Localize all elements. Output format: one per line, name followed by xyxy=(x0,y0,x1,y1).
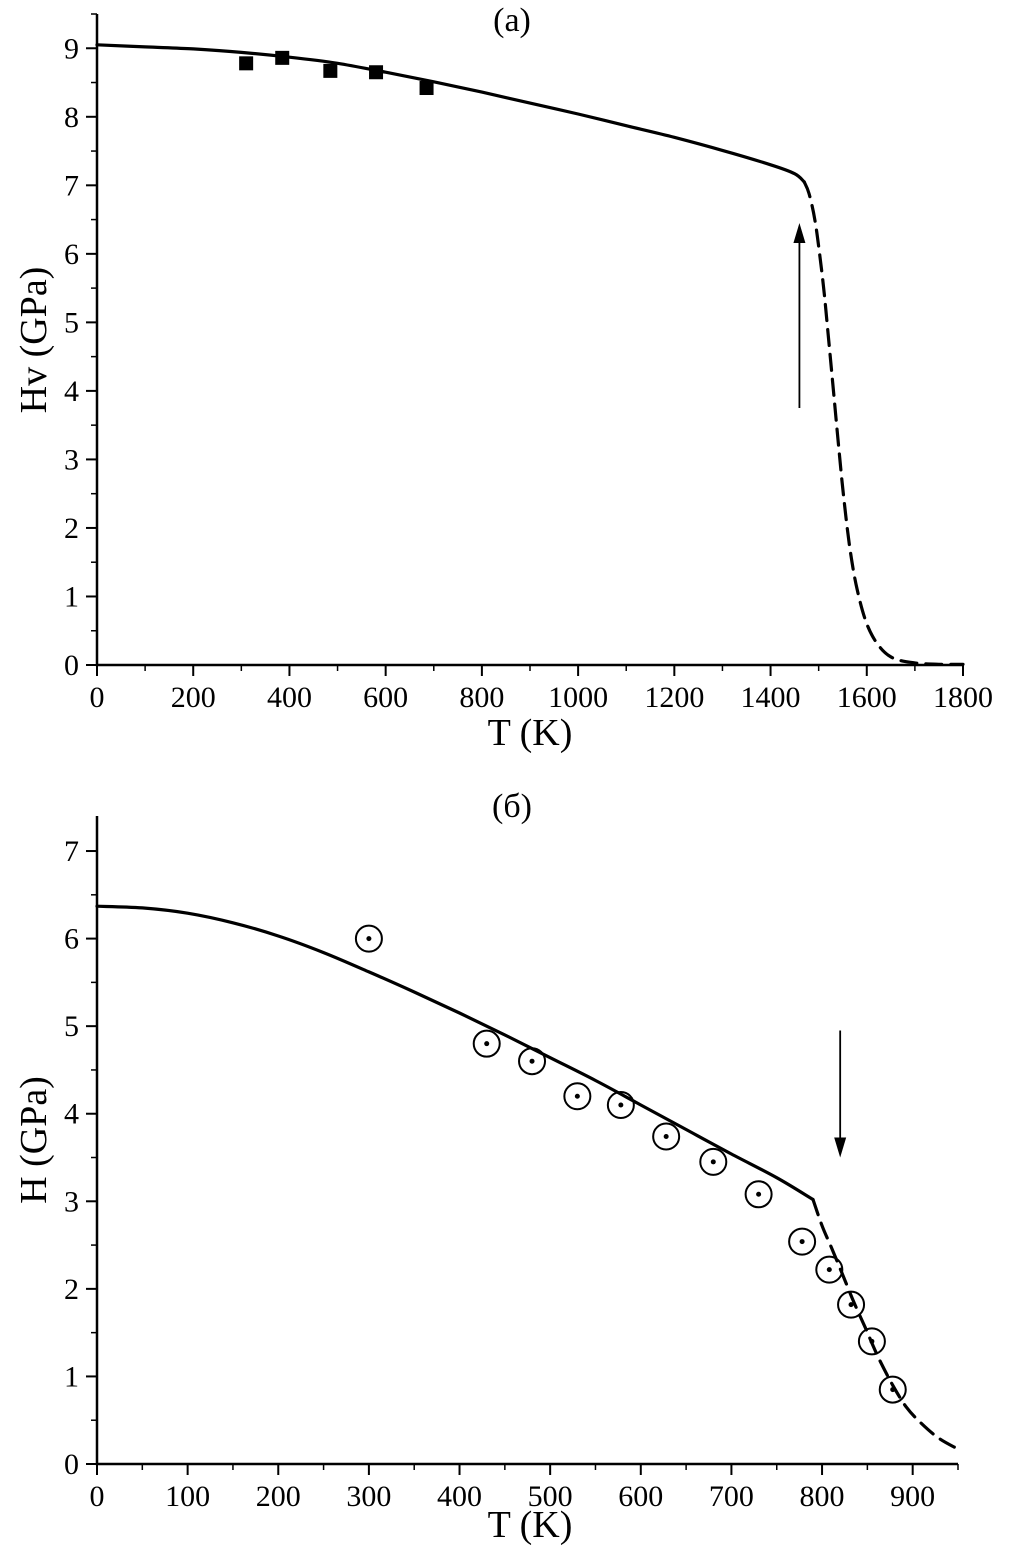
axes xyxy=(95,816,958,1466)
y-tick-label: 3 xyxy=(64,443,79,476)
axes xyxy=(95,14,963,667)
data-point-circle xyxy=(472,1029,501,1058)
data-point-center-dot xyxy=(848,1302,854,1308)
panel-a-x-axis-label: T (K) xyxy=(487,712,573,754)
panel-b: 0 100 200 300 400 500 600 700 800 900 0 1 2 3 4 5 6 7 (б)… xyxy=(0,776,1019,1552)
transition-arrow-head xyxy=(793,223,806,244)
model-curve-solid xyxy=(95,904,815,1202)
x-tick-label: 100 xyxy=(165,1480,210,1513)
panel-b-y-axis-label: H (GPa) xyxy=(13,1076,55,1204)
x-tick-label: 0 xyxy=(90,1480,105,1513)
y-tick-label: 6 xyxy=(64,238,79,271)
data-point-square xyxy=(323,63,338,78)
model-curve-solid xyxy=(95,43,806,184)
y-tick-label: 7 xyxy=(64,835,79,868)
x-tick-label: 500 xyxy=(528,1480,573,1513)
x-tick-label: 400 xyxy=(267,681,312,714)
panel-b-x-axis-label: T (K) xyxy=(487,1504,573,1546)
x-tick-label: 400 xyxy=(437,1480,482,1513)
model-curve-dashed-transition xyxy=(802,180,965,666)
y-tick-label: 5 xyxy=(64,306,79,339)
panel-b-title: (б) xyxy=(492,788,532,825)
panel-b-chart: 0 100 200 300 400 500 600 700 800 900 0 1 2 3 4 5 6 7 xyxy=(64,816,960,1513)
x-tick-label: 700 xyxy=(709,1480,754,1513)
data-point-circle xyxy=(563,1082,592,1111)
y-tick-label: 9 xyxy=(64,32,79,65)
data-point-square xyxy=(275,50,290,65)
data-point-center-dot xyxy=(484,1041,490,1047)
data-point-center-dot xyxy=(826,1267,832,1273)
data-point-circle xyxy=(857,1327,886,1356)
panel-a-chart: 0 200 400 600 800 1000 1200 1400 1600 1800 0 1 2 3 4 5 6… xyxy=(64,13,993,714)
y-tick-label: 5 xyxy=(64,1010,79,1043)
x-tick-label: 300 xyxy=(346,1480,391,1513)
x-tick-label: 1800 xyxy=(933,681,993,714)
data-point-circle xyxy=(878,1375,907,1404)
data-point-center-dot xyxy=(710,1159,716,1165)
y-tick-label: 2 xyxy=(64,512,79,545)
panel-a-y-axis-label: Hv (GPa) xyxy=(13,266,55,414)
data-point-circle xyxy=(788,1227,817,1256)
data-point-circle xyxy=(815,1255,844,1284)
x-tick-label: 1200 xyxy=(644,681,704,714)
y-tick-label: 4 xyxy=(64,1098,79,1131)
data-point-center-dot xyxy=(574,1093,580,1099)
y-tick-label: 2 xyxy=(64,1273,79,1306)
data-point-center-dot xyxy=(529,1058,535,1064)
data-point-circle xyxy=(652,1122,681,1151)
data-point-center-dot xyxy=(366,936,372,942)
data-point-center-dot xyxy=(799,1239,805,1245)
x-tick-label: 1000 xyxy=(548,681,608,714)
data-point-circle xyxy=(354,924,383,953)
x-tick-label: 1600 xyxy=(837,681,897,714)
data-point-circle xyxy=(606,1090,635,1119)
data-point-center-dot xyxy=(663,1133,669,1139)
x-tick-label: 800 xyxy=(459,681,504,714)
y-tick-label: 3 xyxy=(64,1185,79,1218)
x-tick-label: 200 xyxy=(256,1480,301,1513)
y-tick-label: 1 xyxy=(64,1360,79,1393)
transition-arrow-head xyxy=(834,1137,847,1158)
data-point-center-dot xyxy=(869,1338,875,1344)
data-point-circle xyxy=(518,1047,547,1076)
data-point-square xyxy=(419,81,434,96)
x-tick-label: 600 xyxy=(363,681,408,714)
data-point-circle xyxy=(837,1290,866,1319)
y-tick-label: 0 xyxy=(64,1448,79,1481)
y-tick-label: 6 xyxy=(64,923,79,956)
panel-a-title: (а) xyxy=(493,2,531,39)
y-tick-label: 0 xyxy=(64,649,79,682)
x-tick-label: 200 xyxy=(171,681,216,714)
panel-a: 0 200 400 600 800 1000 1200 1400 1600 1800 0 1 2 3 4 5 6… xyxy=(13,2,993,754)
data-point-square xyxy=(369,65,384,80)
y-tick-label: 8 xyxy=(64,101,79,134)
data-point-square xyxy=(239,56,254,71)
y-tick-label: 7 xyxy=(64,169,79,202)
x-tick-label: 600 xyxy=(618,1480,663,1513)
x-tick-label: 800 xyxy=(800,1480,845,1513)
model-curve-dashed-transition xyxy=(811,1197,960,1451)
x-tick-label: 0 xyxy=(90,681,105,714)
data-point-center-dot xyxy=(756,1191,762,1197)
data-point-circle xyxy=(744,1180,773,1209)
data-point-center-dot xyxy=(618,1102,624,1108)
data-point-circle xyxy=(699,1147,728,1176)
x-tick-label: 900 xyxy=(890,1480,935,1513)
y-tick-label: 4 xyxy=(64,375,79,408)
x-tick-label: 1400 xyxy=(741,681,801,714)
y-tick-label: 1 xyxy=(64,580,79,613)
data-point-center-dot xyxy=(890,1387,896,1393)
